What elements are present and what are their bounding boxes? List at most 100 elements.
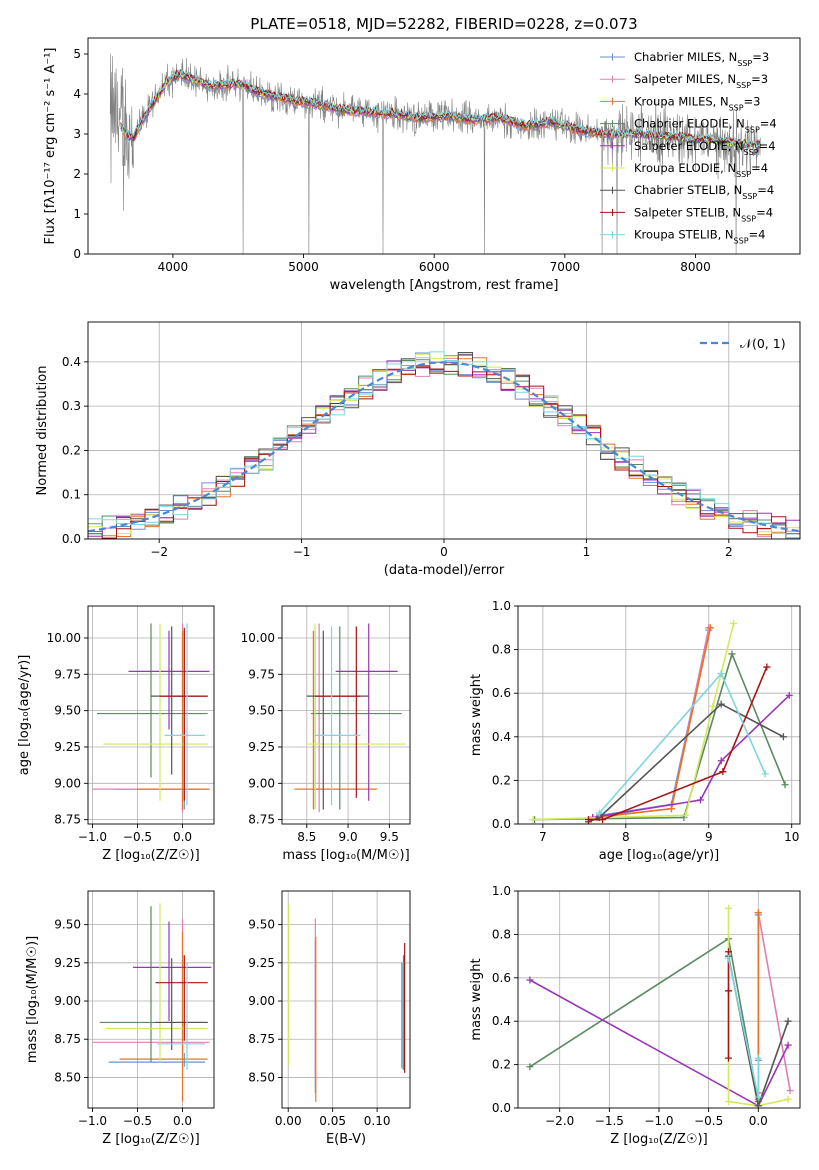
panel-spectrum: 4000 5000 6000 7000 8000 0 1 2 3 4 5 wavelength [An…: [43, 37, 801, 293]
axes-frame: [87, 890, 215, 1109]
weight-point: [717, 670, 725, 678]
weight-point: [754, 1102, 762, 1108]
y-axis-label: age [log₁₀(age/yr)]: [17, 655, 32, 776]
weight-point: [781, 781, 789, 789]
x-tick-label: 0.05: [319, 1114, 346, 1128]
y-tick-label: 2: [73, 167, 81, 181]
weight-point: [784, 1095, 792, 1103]
model-line: [120, 69, 762, 147]
y-tick-label: 0.4: [492, 730, 511, 744]
y-tick-label: 9.00: [54, 776, 81, 790]
x-tick-label: −1.0: [78, 1114, 107, 1128]
weight-point: [785, 691, 793, 699]
x-tick-label: 7: [539, 830, 547, 844]
y-tick-label: 1.0: [492, 884, 511, 898]
plot-area-weight-vs-Z: [518, 891, 800, 1108]
x-axis-label: mass [log₁₀(M/M☉)]: [282, 848, 409, 863]
weight-point: [595, 809, 603, 817]
x-tick-label: 0.0: [173, 830, 192, 844]
panel-mass-vs-Z: −1.0 −0.5 0.0 8.50 8.75 9.00 9.25 9.50 Z [log₁₀(…: [25, 890, 215, 1147]
weight-point: [599, 816, 607, 824]
plot-area-age-vs-mass: [282, 606, 410, 824]
axes-frame: [281, 605, 411, 825]
x-axis-label: Z [log₁₀(Z/Z☉)]: [610, 1132, 707, 1147]
x-axis-label: age [log₁₀(age/yr)]: [599, 848, 720, 863]
plot-area-histogram: [88, 322, 800, 539]
y-tick-label: 0.3: [62, 399, 81, 413]
y-tick-label: 9.50: [248, 918, 275, 932]
x-tick-label: −0.5: [123, 830, 152, 844]
x-tick-label: 0.10: [364, 1114, 391, 1128]
plot-area-spectrum: [109, 53, 762, 254]
y-tick-label: 0.6: [492, 686, 511, 700]
plot-area-weight-vs-age: [518, 606, 800, 824]
x-tick-label: −1.5: [595, 1114, 624, 1128]
legend-entry: Salpeter ELODIE, NSSP=4: [634, 139, 776, 157]
weight-line: [529, 937, 760, 1102]
legend-entry: Salpeter STELIB, NSSP=4: [634, 205, 773, 223]
x-axis-label: Z [log₁₀(Z/Z☉)]: [102, 1132, 199, 1147]
weight-point: [728, 650, 736, 658]
plot-area-mass-vs-Z: [88, 891, 214, 1108]
y-tick-label: 0.6: [492, 971, 511, 985]
weight-point: [696, 796, 704, 804]
x-tick-label: 8000: [680, 260, 711, 274]
weight-point: [667, 805, 675, 813]
x-tick-label: −0.5: [123, 1114, 152, 1128]
y-tick-label: 0.4: [492, 1014, 511, 1028]
panel-age-vs-mass: 8.5 9.0 9.5 8.75 9.00 9.25 9.50 9.75 10.00 mass […: [241, 605, 411, 863]
y-tick-label: 0.1: [62, 488, 81, 502]
x-tick-label: 6000: [419, 260, 450, 274]
y-tick-label: 9.25: [248, 740, 275, 754]
x-tick-label: 8.5: [297, 830, 316, 844]
weight-point: [761, 770, 769, 778]
legend-entry: Kroupa STELIB, NSSP=4: [634, 228, 765, 246]
weight-line: [588, 666, 768, 821]
x-tick-label: −1.0: [78, 830, 107, 844]
y-tick-label: 5: [73, 47, 81, 61]
weight-point: [717, 757, 725, 765]
weight-point: [585, 816, 592, 824]
x-tick-label: 2: [725, 545, 733, 559]
plot-area-mass-vs-ebv: [282, 891, 410, 1108]
panel-mass-vs-ebv: 0.00 0.05 0.10 8.50 8.75 9.00 9.25 9.50 E(B-V): [248, 890, 411, 1147]
weight-point: [725, 987, 733, 995]
y-tick-label: 8.75: [248, 1032, 275, 1046]
y-axis-label: Normed distribution: [35, 366, 50, 496]
y-axis-label: mass weight: [469, 958, 484, 1040]
x-axis-label: (data-model)/error: [384, 563, 505, 578]
histogram-legend: 𝒩(0, 1): [700, 336, 786, 351]
weight-point: [526, 1063, 534, 1071]
weight-point: [706, 624, 714, 632]
weight-line: [534, 651, 786, 821]
weight-point: [725, 904, 733, 912]
y-tick-label: 8.50: [248, 1070, 275, 1084]
weight-point: [730, 619, 738, 627]
weight-point: [526, 976, 534, 984]
x-tick-label: −2: [150, 545, 168, 559]
y-tick-label: 9.50: [54, 704, 81, 718]
legend-entry: Chabrier ELODIE, NSSP=4: [634, 117, 777, 135]
axes-frame: [281, 890, 411, 1109]
figure-title: PLATE=0518, MJD=52282, FIBERID=0228, z=0…: [250, 15, 637, 33]
y-tick-label: 4: [73, 87, 81, 101]
y-tick-label: 0.0: [62, 532, 81, 546]
y-tick-label: 9.00: [54, 994, 81, 1008]
y-tick-label: 9.75: [248, 667, 275, 681]
axes-frame: [87, 605, 215, 825]
weight-point: [786, 1087, 794, 1095]
y-tick-label: 0.8: [492, 927, 511, 941]
panel-weight-vs-age: 7 8 9 10 0.0 0.2 0.4 0.6 0.8 1.0 age [log₁₀(age/yr…: [469, 599, 801, 863]
x-tick-label: 0.0: [173, 1114, 192, 1128]
legend-entry: Chabrier STELIB, NSSP=4: [634, 183, 774, 201]
y-tick-label: 0.2: [492, 773, 511, 787]
weight-line: [588, 703, 784, 823]
y-tick-label: 8.50: [54, 1070, 81, 1084]
y-tick-label: 0.0: [492, 817, 511, 831]
histogram-step: [88, 365, 800, 539]
x-tick-label: 4000: [158, 260, 189, 274]
y-tick-label: 0.4: [62, 355, 81, 369]
weight-point: [709, 702, 717, 710]
y-tick-label: 9.50: [248, 704, 275, 718]
